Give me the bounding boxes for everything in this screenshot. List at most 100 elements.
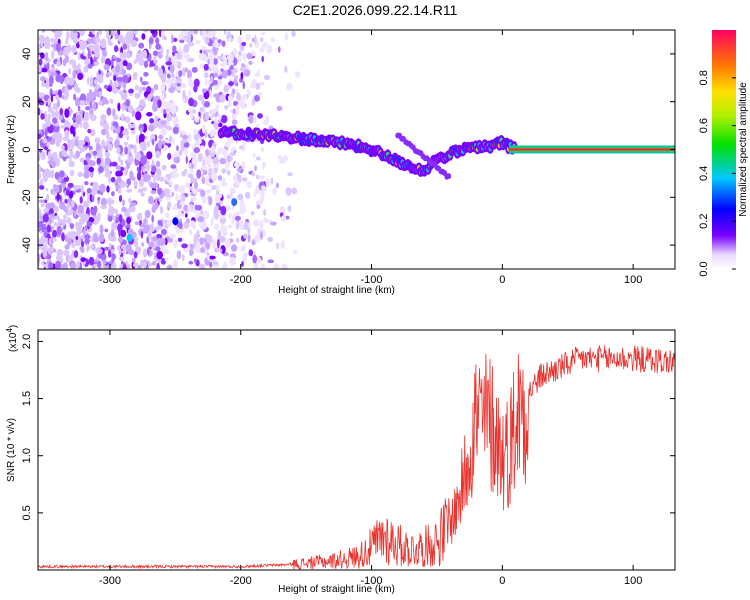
noise-blob [126, 233, 133, 242]
noise-speck [179, 39, 185, 44]
noise-speck [160, 120, 167, 125]
noise-speck [105, 72, 110, 78]
noise-speck [70, 261, 77, 269]
noise-speck [75, 150, 81, 158]
noise-speck [226, 69, 232, 76]
noise-speck [143, 219, 147, 225]
noise-speck [51, 63, 55, 69]
noise-speck [50, 43, 58, 48]
noise-speck [209, 255, 216, 260]
ridge-branch [446, 173, 452, 180]
noise-speck [61, 232, 65, 242]
noise-speck [69, 191, 74, 199]
noise-speck [42, 213, 49, 223]
noise-speck [234, 179, 240, 187]
noise-speck [208, 183, 212, 187]
noise-speck [204, 36, 210, 45]
noise-speck [188, 97, 194, 107]
noise-speck [148, 241, 154, 248]
noise-speck [208, 196, 213, 206]
noise-speck [200, 189, 206, 198]
noise-speck [203, 63, 209, 71]
noise-speck [213, 120, 220, 130]
noise-speck [46, 253, 52, 260]
noise-speck [43, 208, 50, 213]
noise-speck [38, 129, 42, 134]
noise-speck [163, 91, 167, 100]
noise-speck [103, 84, 109, 90]
noise-speck [46, 224, 51, 233]
noise-speck [202, 160, 205, 167]
noise-speck [73, 93, 76, 101]
noise-speck [45, 187, 49, 192]
noise-speck [214, 223, 220, 231]
noise-speck [135, 52, 141, 62]
noise-speck [67, 140, 74, 151]
noise-speck [100, 38, 107, 49]
noise-speck [50, 188, 54, 195]
noise-speck [228, 37, 232, 42]
noise-speck [214, 211, 219, 220]
noise-speck [47, 124, 54, 134]
noise-speck [159, 30, 162, 38]
colorbar-tick-label: 0.2 [698, 214, 710, 229]
noise-speck [61, 94, 65, 100]
noise-speck [266, 45, 273, 54]
noise-speck [260, 189, 265, 200]
noise-speck [139, 127, 143, 134]
noise-speck [221, 40, 226, 47]
noise-speck [38, 217, 42, 222]
noise-speck [89, 108, 94, 116]
noise-speck [153, 64, 159, 71]
noise-speck [44, 83, 47, 88]
noise-speck [70, 253, 74, 261]
noise-speck [157, 139, 163, 150]
noise-speck [163, 109, 167, 115]
noise-speck [133, 240, 138, 248]
noise-speck [78, 30, 85, 37]
noise-speck [193, 209, 198, 214]
noise-speck [77, 63, 81, 70]
noise-speck [139, 76, 143, 83]
noise-speck [73, 250, 79, 259]
noise-speck [202, 36, 206, 41]
noise-speck [234, 215, 241, 221]
noise-speck [209, 130, 214, 138]
noise-speck [89, 76, 94, 86]
plot1-ylabel: Frequency (Hz) [6, 115, 17, 184]
noise-speck [137, 264, 143, 269]
noise-speck [295, 71, 301, 78]
noise-speck [51, 236, 54, 245]
plot2-ytick-label: 1.0 [21, 448, 33, 463]
plot2-ylabel: SNR (10 * v/v) [6, 418, 17, 482]
noise-speck [39, 230, 43, 235]
noise-speck [117, 188, 122, 194]
noise-speck [53, 221, 58, 227]
noise-speck [291, 30, 296, 37]
noise-speck [92, 181, 99, 192]
noise-speck [77, 105, 81, 112]
noise-speck [257, 69, 260, 78]
noise-speck [63, 249, 70, 257]
noise-speck [77, 52, 82, 61]
noise-speck [241, 101, 246, 110]
noise-speck [292, 250, 298, 254]
noise-speck [80, 121, 83, 129]
noise-speck [125, 99, 131, 107]
plot2-ytick-label: 0.5 [21, 505, 33, 520]
noise-speck [154, 197, 158, 203]
noise-speck [151, 214, 154, 223]
noise-speck [110, 229, 115, 238]
noise-speck [143, 30, 149, 33]
noise-speck [224, 142, 231, 148]
noise-speck [214, 117, 218, 123]
noise-speck [84, 141, 89, 146]
plot1-xtick-label: -300 [99, 274, 121, 286]
noise-speck [236, 237, 240, 243]
noise-speck [208, 30, 214, 39]
noise-speck [150, 190, 157, 195]
noise-speck [48, 203, 53, 208]
noise-speck [278, 46, 281, 53]
noise-speck [40, 203, 45, 208]
noise-speck [191, 177, 198, 183]
